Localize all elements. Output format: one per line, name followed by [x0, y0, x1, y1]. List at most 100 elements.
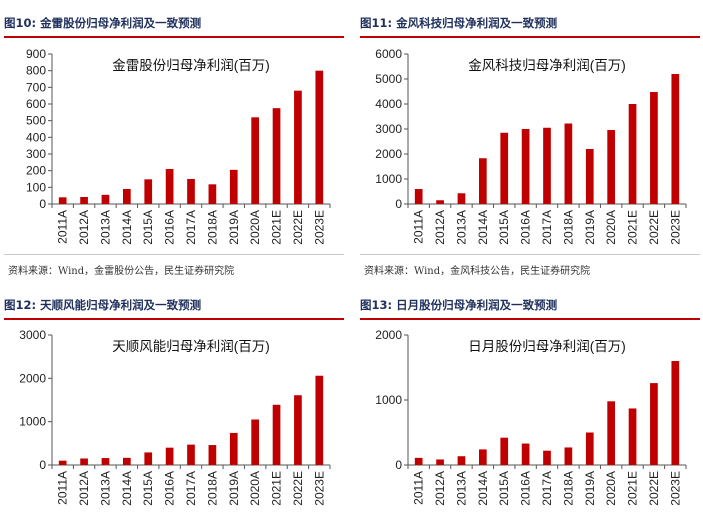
y-tick-label: 100: [26, 180, 46, 194]
chart-panel-13: 图13: 日月股份归母净利润及一致预测 日月股份归母净利润(百万) 0 1000 20…: [360, 290, 700, 516]
x-tick-label: 2021E: [626, 471, 640, 506]
figure-label: 图10: 金雷股份归母净利润及一致预测: [4, 16, 202, 30]
y-tick-label: 2000: [375, 147, 402, 161]
y-tick-label: 3000: [375, 122, 402, 136]
x-tick-label: 2013A: [454, 471, 468, 506]
y-tick-label: 200: [26, 164, 46, 178]
x-tick-label: 2016A: [519, 210, 533, 245]
source-note: 资料来源：Wind，金雷股份公告，民生证券研究院: [8, 266, 235, 277]
bar-2012A: [436, 459, 444, 465]
x-tick-label: 2012A: [77, 210, 91, 245]
bar-2016A: [521, 129, 530, 204]
x-tick-label: 2011A: [412, 471, 426, 505]
bar-2023E: [671, 361, 680, 465]
y-tick-label: 0: [39, 458, 46, 472]
bar-2021E: [272, 108, 281, 204]
chart-title: 金风科技归母净利润(百万): [468, 57, 626, 73]
bar-2015A: [144, 179, 153, 204]
y-tick-label: 1000: [375, 172, 402, 186]
x-tick-label: 2018A: [205, 471, 219, 506]
x-tick-label: 2013A: [454, 210, 468, 245]
x-tick-label: 2015A: [497, 210, 511, 245]
bar-2018A: [208, 184, 217, 204]
title-rule: [360, 36, 700, 38]
bar-2019A: [229, 432, 238, 465]
x-tick-label: 2018A: [561, 210, 575, 245]
chart-title: 天顺风能归母净利润(百万): [112, 338, 270, 354]
bar-2017A: [187, 444, 195, 465]
x-tick-label: 2021E: [626, 210, 640, 245]
bar-2013A: [101, 458, 110, 465]
bar-2014A: [122, 457, 131, 465]
bar-2019A: [585, 432, 594, 465]
source-note: 资料来源：Wind，金风科技公告，民生证券研究院: [364, 266, 591, 277]
bar-chart-goldwind: 金风科技归母净利润(百万) 0 1000 2000 3000 4000 5000 6000 20…: [375, 47, 687, 245]
y-tick-label: 6000: [375, 47, 402, 61]
x-tick-label: 2015A: [141, 471, 155, 506]
bar-2014A: [478, 158, 487, 204]
figure-label: 图11: 金风科技归母净利润及一致预测: [360, 16, 558, 30]
x-tick-label: 2015A: [497, 471, 511, 506]
bar-2012A: [436, 200, 444, 204]
y-tick-label: 2000: [375, 328, 402, 342]
bar-2017A: [187, 179, 195, 204]
y-tick-label: 500: [26, 114, 46, 128]
x-tick-label: 2015A: [141, 210, 155, 245]
footer-rule: [4, 254, 344, 255]
bar-2018A: [564, 447, 573, 465]
bar-2011A: [58, 197, 67, 204]
x-tick-label: 2020A: [248, 210, 262, 245]
y-tick-label: 4000: [375, 97, 402, 111]
bar-2021E: [628, 104, 637, 204]
x-tick-label: 2023E: [312, 471, 326, 506]
x-tick-label: 2017A: [540, 210, 554, 245]
x-tick-label: 2016A: [163, 471, 177, 506]
y-tick-label: 900: [26, 47, 46, 61]
x-tick-label: 2014A: [476, 210, 490, 245]
bar-2022E: [650, 92, 658, 204]
bar-2014A: [478, 449, 487, 465]
bar-2013A: [457, 193, 466, 204]
bar-2022E: [294, 395, 302, 465]
x-tick-label: 2020A: [604, 471, 618, 506]
y-tick-label: 3000: [19, 328, 46, 342]
bar-chart-riyue: 日月股份归母净利润(百万) 0 1000 2000 2011A 2012A 2013A 201…: [375, 328, 687, 506]
figure-label: 图12: 天顺风能归母净利润及一致预测: [4, 298, 202, 312]
bar-2022E: [294, 90, 302, 204]
x-tick-label: 2021E: [270, 471, 284, 506]
x-tick-label: 2019A: [227, 210, 241, 245]
x-tick-label: 2022E: [291, 210, 305, 245]
chart-panel-11: 图11: 金风科技归母净利润及一致预测 金风科技归母净利润(百万) 0 1000 20…: [360, 6, 700, 286]
y-tick-label: 800: [26, 64, 46, 78]
bar-2016A: [521, 443, 530, 465]
bar-2022E: [650, 383, 658, 465]
x-tick-label: 2020A: [604, 210, 618, 245]
bar-2015A: [500, 437, 509, 465]
y-tick-label: 600: [26, 97, 46, 111]
bar-2014A: [122, 189, 131, 204]
bar-2020A: [607, 130, 616, 204]
bar-2020A: [251, 419, 260, 465]
bar-2012A: [80, 197, 88, 204]
bar-2023E: [315, 70, 324, 205]
x-tick-label: 2023E: [312, 210, 326, 245]
bar-2020A: [251, 117, 260, 204]
x-tick-label: 2012A: [433, 471, 447, 506]
y-tick-label: 1000: [375, 393, 402, 407]
x-tick-label: 2023E: [668, 471, 682, 506]
bar-2023E: [315, 375, 324, 465]
bar-2011A: [414, 189, 423, 204]
bar-2016A: [165, 447, 174, 465]
x-tick-label: 2022E: [647, 210, 661, 245]
bar-2021E: [272, 404, 281, 465]
x-tick-label: 2016A: [519, 471, 533, 506]
bar-2018A: [208, 445, 217, 465]
chart-panel-10: 图10: 金雷股份归母净利润及一致预测 金雷股份归母净利润(百万) 0 100 200…: [4, 6, 344, 286]
bar-chart-titan-wind: 天顺风能归母净利润(百万) 0 1000 2000 3000 2011A 2012A 2013…: [19, 328, 331, 506]
bar-2013A: [457, 456, 466, 465]
bar-2021E: [628, 408, 637, 465]
title-rule: [360, 318, 700, 320]
bar-2018A: [564, 123, 573, 204]
y-tick-label: 0: [39, 197, 46, 211]
y-tick-label: 5000: [375, 72, 402, 86]
